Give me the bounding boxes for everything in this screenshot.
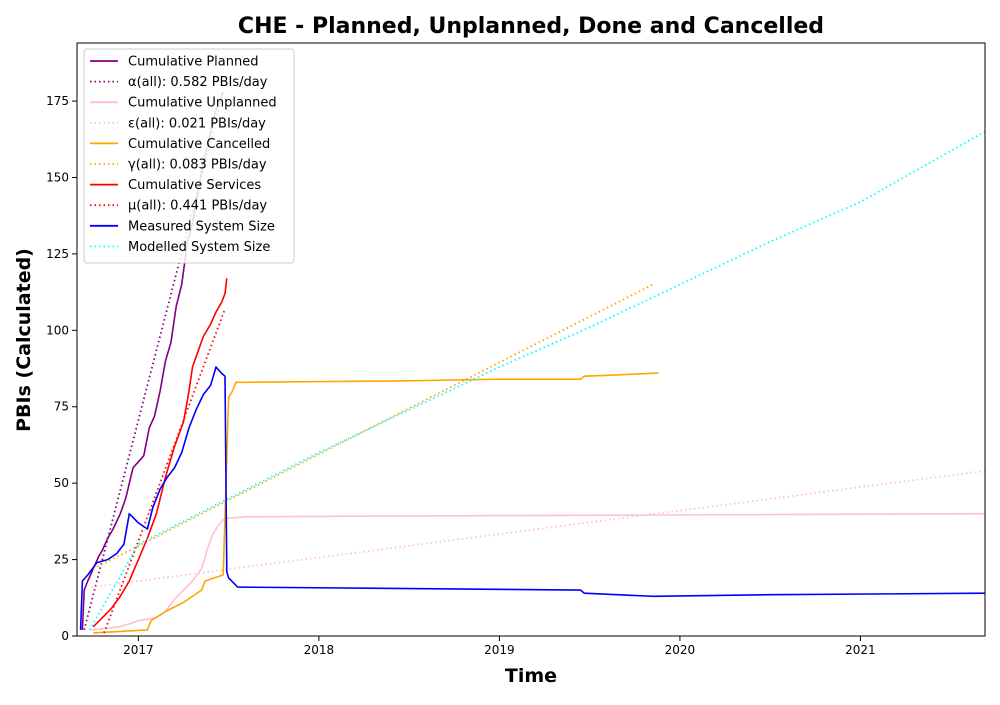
y-tick-label-4: 100 (46, 323, 69, 337)
x-axis-label: Time (505, 665, 557, 687)
legend-label-9: Modelled System Size (128, 240, 270, 255)
legend-label-7: μ(all): 0.441 PBIs/day (128, 199, 267, 214)
series-line-7 (103, 308, 226, 634)
legend-label-8: Measured System Size (128, 219, 275, 234)
y-tick-label-6: 150 (46, 170, 69, 184)
legend-label-5: γ(all): 0.083 PBIs/day (128, 158, 267, 173)
legend-label-2: Cumulative Unplanned (128, 96, 277, 111)
legend-label-6: Cumulative Services (128, 178, 261, 193)
series-line-5 (92, 283, 654, 570)
chart-title: CHE - Planned, Unplanned, Done and Cance… (238, 14, 824, 39)
legend-box (83, 48, 295, 264)
x-tick-label-1: 2018 (304, 643, 335, 657)
y-tick-label-0: 0 (61, 629, 69, 643)
x-tick-label-0: 2017 (123, 643, 154, 657)
series-line-9 (88, 130, 985, 631)
y-tick-label-3: 75 (54, 400, 69, 414)
y-tick-label-2: 50 (54, 476, 69, 490)
series-line-3 (91, 470, 985, 588)
y-tick-label-7: 175 (46, 94, 69, 108)
plot-frame (76, 42, 986, 637)
legend-label-3: ε(all): 0.021 PBIs/day (128, 116, 266, 131)
legend-label-4: Cumulative Cancelled (128, 137, 270, 152)
x-tick-label-3: 2020 (665, 643, 696, 657)
y-tick-label-5: 125 (46, 247, 69, 261)
x-tick-label-2: 2019 (484, 643, 515, 657)
series-group (79, 91, 985, 634)
legend-label-0: Cumulative Planned (128, 55, 258, 70)
series-line-4 (93, 372, 659, 634)
x-tick-label-4: 2021 (845, 643, 876, 657)
series-line-8 (79, 366, 985, 630)
legend-label-1: α(all): 0.582 PBIs/day (128, 75, 268, 90)
y-axis-label: PBIs (Calculated) (13, 248, 35, 432)
plot-area: 2017 2018 2019 2020 2021 0 25 50 75 100 125 150 175 (46, 42, 986, 657)
y-tick-label-1: 25 (54, 553, 69, 567)
legend: Cumulative Planned α(all): 0.582 PBIs/day… (83, 48, 295, 264)
